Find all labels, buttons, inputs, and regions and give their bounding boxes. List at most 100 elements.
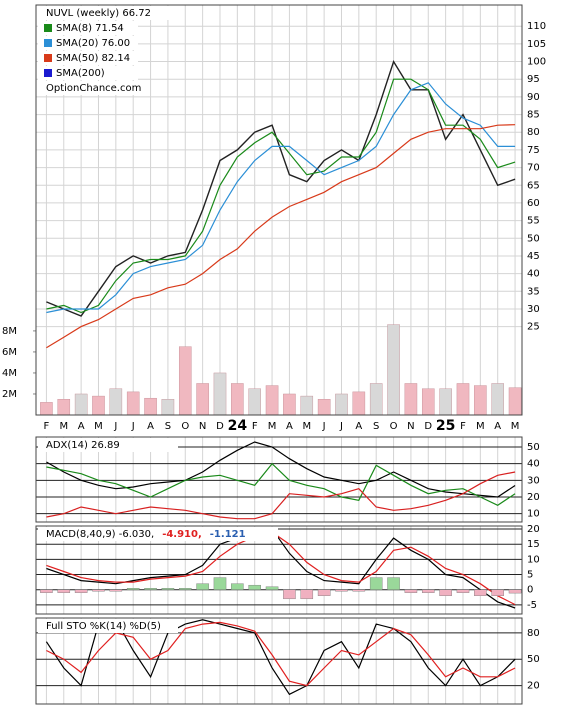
y-tick-label: 80 — [527, 127, 540, 138]
histogram-bar — [178, 588, 192, 590]
histogram-bar — [317, 589, 331, 596]
volume-tick-label: 2M — [2, 389, 17, 400]
y-tick-label: 40 — [527, 269, 540, 280]
x-tick-label: D — [424, 421, 432, 432]
volume-bar — [508, 387, 522, 416]
legend-label: -4.910, — [162, 529, 202, 540]
legend-bg — [38, 527, 278, 541]
series-line — [46, 59, 516, 317]
histogram-bar — [508, 589, 522, 594]
legend-swatch — [44, 69, 52, 77]
histogram-bar — [335, 589, 348, 592]
series-line — [46, 78, 516, 314]
y-tick-label: 35 — [527, 286, 540, 297]
y-tick-label: 50 — [527, 442, 540, 453]
histogram-bar — [196, 583, 209, 590]
y-tick-label: 0 — [527, 585, 533, 596]
y-tick-label: 95 — [527, 74, 540, 85]
x-tick-label: M — [268, 421, 277, 432]
panel-frame — [35, 436, 523, 523]
x-tick-label: F — [460, 421, 466, 432]
x-tick-label: A — [286, 421, 293, 432]
legend-label: SMA(20) 76.00 — [56, 38, 130, 49]
legend-swatch — [44, 54, 52, 62]
histogram-bar — [109, 589, 123, 592]
histogram-bar — [144, 588, 157, 590]
volume-bar — [439, 388, 452, 416]
histogram-bar — [126, 588, 140, 590]
y-tick-label: 20 — [527, 492, 540, 503]
y-tick-label: 5 — [527, 570, 533, 581]
volume-bar — [248, 388, 261, 416]
legend-label: SMA(8) 71.54 — [56, 23, 124, 34]
y-tick-label: 65 — [527, 180, 540, 191]
x-tick-label: J — [322, 421, 326, 432]
x-tick-label: S — [373, 421, 379, 432]
y-tick-label: 50 — [527, 654, 540, 665]
x-tick-label: F — [252, 421, 258, 432]
legend-label: MACD(8,40,9) -6.030, — [46, 529, 154, 540]
volume-bar — [369, 383, 383, 416]
watermark: OptionChance.com — [46, 83, 141, 94]
x-tick-label: D — [216, 421, 224, 432]
x-tick-label: M — [59, 421, 68, 432]
y-tick-label: 25 — [527, 322, 540, 333]
x-tick-label: F — [44, 421, 50, 432]
y-tick-label: 90 — [527, 92, 540, 103]
volume-bar — [335, 393, 348, 416]
y-tick-label: 45 — [527, 251, 540, 262]
histogram-bar — [283, 589, 296, 600]
histogram-bar — [231, 583, 244, 590]
series-line — [46, 462, 516, 506]
volume-bar — [178, 346, 192, 416]
histogram-bar — [161, 588, 175, 590]
y-tick-label: 10 — [527, 554, 540, 565]
y-tick-label: 30 — [527, 475, 540, 486]
y-tick-label: 75 — [527, 145, 540, 156]
legend-label: SMA(50) 82.14 — [56, 53, 130, 64]
volume-bar — [404, 383, 418, 416]
series-line — [46, 621, 516, 687]
y-tick-label: 10 — [527, 509, 540, 520]
legend-swatch — [44, 39, 52, 47]
volume-bar — [161, 399, 175, 416]
x-tick-label: O — [390, 421, 398, 432]
histogram-bar — [213, 577, 227, 590]
panel-frame — [35, 525, 523, 615]
title-bg — [38, 6, 178, 20]
volume-bar — [300, 395, 314, 416]
panel-frame — [35, 617, 523, 705]
legend-label: -1.121 — [210, 529, 246, 540]
volume-bar — [474, 385, 487, 416]
y-tick-label: 70 — [527, 163, 540, 174]
legend-swatch — [44, 24, 52, 32]
title-bg — [38, 438, 178, 452]
volume-bar — [196, 383, 209, 416]
panel-title: ADX(14) 26.89 — [46, 440, 120, 451]
watermark-bg — [38, 81, 138, 95]
legend-bg — [38, 21, 138, 35]
x-tick-label: 25 — [436, 418, 455, 434]
volume-tick-label: 6M — [2, 347, 17, 358]
volume-bar — [352, 391, 366, 416]
x-tick-label: J — [113, 421, 117, 432]
y-tick-label: 20 — [527, 524, 540, 535]
histogram-bar — [265, 586, 279, 590]
histogram-bar — [57, 589, 71, 593]
volume-bar — [387, 324, 400, 416]
y-tick-label: 15 — [527, 539, 540, 550]
x-tick-label: 24 — [228, 418, 248, 434]
legend-bg — [38, 51, 138, 65]
legend-bg — [38, 36, 138, 50]
volume-bar — [40, 402, 53, 416]
histogram-bar — [439, 589, 452, 596]
volume-tick-label: 4M — [2, 368, 17, 379]
histogram-bar — [421, 589, 435, 593]
y-tick-label: 105 — [527, 39, 546, 50]
panel-frame — [35, 4, 523, 416]
histogram-bar — [456, 589, 470, 593]
volume-bar — [126, 391, 140, 416]
series-line — [46, 531, 516, 606]
volume-bar — [421, 388, 435, 416]
volume-bar — [317, 399, 331, 416]
